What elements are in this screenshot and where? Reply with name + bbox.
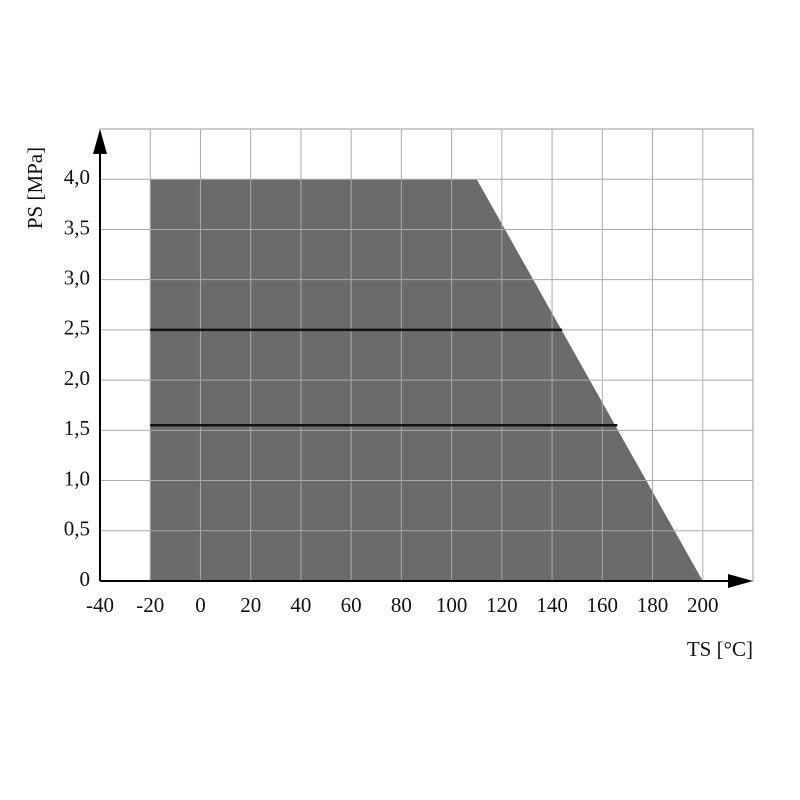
x-tick-label: 40 xyxy=(290,593,311,617)
x-axis-arrow xyxy=(728,574,753,588)
x-tick-label: -20 xyxy=(136,593,164,617)
y-tick-label: 0,5 xyxy=(64,517,90,541)
y-tick-label: 0 xyxy=(80,567,91,591)
y-axis-arrow xyxy=(93,129,107,154)
y-tick-label: 4,0 xyxy=(64,165,90,189)
x-axis-label: TS [°C] xyxy=(687,637,753,661)
y-tick-label: 3,0 xyxy=(64,265,90,289)
x-tick-label: -40 xyxy=(86,593,114,617)
x-tick-label: 20 xyxy=(240,593,261,617)
y-tick-label: 2,0 xyxy=(64,366,90,390)
y-tick-label: 1,5 xyxy=(64,416,90,440)
y-tick-label: 2,5 xyxy=(64,316,90,340)
x-tick-label: 60 xyxy=(341,593,362,617)
x-tick-label: 200 xyxy=(687,593,719,617)
x-tick-label: 0 xyxy=(195,593,206,617)
y-tick-label: 1,0 xyxy=(64,466,90,490)
y-axis-label: PS [MPa] xyxy=(23,147,47,229)
x-tick-label: 80 xyxy=(391,593,412,617)
x-tick-label: 140 xyxy=(536,593,568,617)
y-tick-label: 3,5 xyxy=(64,215,90,239)
x-tick-label: 100 xyxy=(436,593,468,617)
x-tick-label: 120 xyxy=(486,593,518,617)
x-tick-label: 180 xyxy=(637,593,669,617)
x-tick-label: 160 xyxy=(587,593,619,617)
